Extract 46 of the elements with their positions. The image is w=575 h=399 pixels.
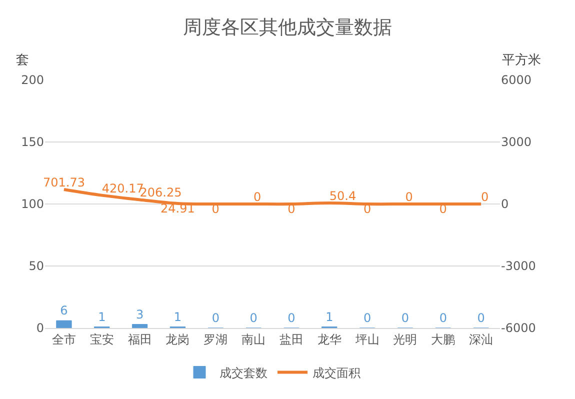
data-label: 1 [326, 310, 334, 324]
y-tick-label: 0 [36, 321, 44, 336]
y2-tick-label: -3000 [501, 259, 536, 274]
x-tick-label: 坪山 [354, 332, 380, 346]
bar [132, 324, 148, 328]
y2-tick-label: 3000 [501, 135, 532, 150]
bar [56, 320, 72, 328]
legend-label: 成交面积 [312, 366, 360, 380]
y2-axis-title: 平方米 [502, 52, 541, 68]
data-label: 3 [136, 307, 144, 322]
y-axis-title: 套 [16, 53, 29, 68]
data-label: 50.4 [329, 188, 356, 203]
data-label: 0 [288, 311, 296, 325]
data-label: 6 [60, 304, 68, 318]
y2-tick-label: -6000 [501, 321, 536, 336]
data-label: 0 [477, 311, 485, 325]
x-tick-label: 福田 [128, 332, 152, 346]
y-tick-label: 50 [28, 259, 44, 274]
legend-label: 成交套数 [220, 366, 268, 380]
data-label: 0 [250, 311, 258, 325]
data-label: 0 [254, 190, 262, 204]
y-tick-label: 150 [21, 135, 44, 150]
data-label: 1 [174, 310, 182, 324]
data-label: 701.73 [42, 176, 85, 190]
data-label: 0 [481, 190, 489, 204]
x-tick-label: 深汕 [469, 332, 494, 346]
x-tick-label: 南山 [242, 332, 266, 346]
y-tick-label: 100 [21, 197, 44, 212]
x-tick-label: 罗湖 [204, 332, 228, 346]
x-tick-label: 龙华 [317, 332, 342, 346]
data-label: 0 [212, 311, 220, 325]
data-label: 0 [405, 190, 413, 204]
x-tick-label: 盐田 [279, 332, 304, 346]
x-tick-label: 光明 [393, 332, 418, 346]
x-tick-label: 龙岗 [166, 332, 190, 346]
data-label: 1 [98, 310, 106, 324]
data-label: 0 [363, 311, 372, 325]
x-tick-label: 大鹏 [431, 332, 456, 346]
x-tick-label: 全市 [52, 332, 76, 346]
y2-tick-label: 0 [501, 197, 509, 212]
data-label: 0 [401, 311, 410, 325]
x-tick-label: 宝安 [90, 332, 114, 346]
y-tick-label: 200 [21, 73, 44, 88]
chart-title: 周度各区其他成交量数据 [183, 16, 392, 38]
data-label: 0 [439, 311, 447, 325]
y2-tick-label: 6000 [501, 73, 532, 88]
